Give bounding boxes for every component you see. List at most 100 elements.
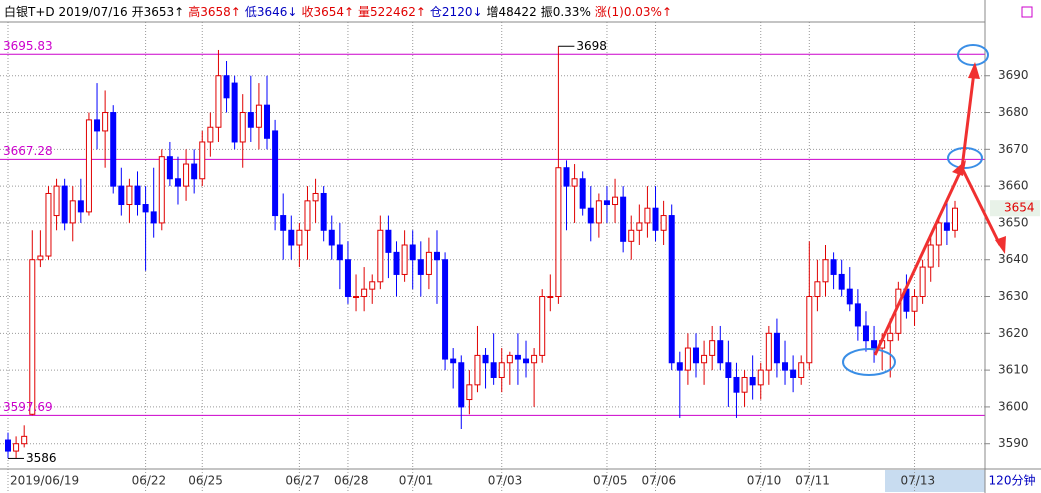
candle-body (118, 185, 125, 206)
candle-body (733, 376, 740, 393)
candle-body (272, 130, 279, 217)
x-tick-label: 06/22 (132, 474, 167, 488)
candle-body (21, 435, 28, 445)
candle-body (207, 126, 214, 143)
candle-body (563, 167, 570, 187)
info-item: 白银T+D 2019/07/16 (4, 4, 128, 19)
candle-body (943, 222, 950, 231)
candle-body (854, 303, 861, 327)
candle-body (498, 362, 505, 378)
candle-body (782, 362, 789, 371)
arrow (873, 167, 964, 356)
candle-body (45, 192, 52, 257)
candle-body (887, 332, 894, 342)
y-tick-label: 3690 (998, 68, 1029, 82)
candle-body (668, 215, 675, 364)
candle-body (393, 251, 400, 275)
candle-body (636, 222, 643, 231)
ellipse (957, 44, 989, 66)
candle-body (757, 369, 764, 386)
y-tick-label: 3670 (998, 142, 1029, 156)
candle-body (37, 255, 44, 261)
x-tick-label: 07/10 (747, 474, 782, 488)
x-tick-label: 06/28 (334, 474, 369, 488)
candle-body (409, 244, 416, 261)
candle-body (741, 376, 748, 393)
candle-body (320, 192, 327, 231)
candle-body (126, 185, 133, 206)
candle-body (223, 75, 230, 99)
corner-icon (1021, 6, 1033, 18)
arrow (960, 71, 976, 169)
candle-body (514, 354, 521, 360)
candle-body (361, 288, 368, 298)
candle-body (53, 185, 60, 217)
candle-body (417, 259, 424, 275)
candle-body (13, 443, 20, 452)
candle-body (684, 347, 691, 371)
candle-body (102, 112, 109, 132)
y-tick-label: 3610 (998, 363, 1029, 377)
candle-body (85, 119, 92, 213)
ellipse (842, 348, 896, 376)
candle-body (628, 229, 635, 242)
candle-body (765, 332, 772, 371)
candle-body (312, 192, 319, 202)
candle-body (482, 354, 489, 364)
candle-body (790, 369, 797, 378)
candle-body (304, 200, 311, 231)
candle-body (523, 358, 530, 364)
candle-body (183, 163, 190, 187)
info-item: 涨(1)0.03%↑ (595, 4, 672, 19)
last-price-box (990, 200, 1040, 217)
candle-body (814, 281, 821, 298)
candle-body (506, 354, 513, 364)
candle-body (255, 104, 262, 128)
candle-body (717, 340, 724, 364)
candle-body (919, 266, 926, 298)
y-tick-label: 3650 (998, 215, 1029, 229)
candle-body (830, 259, 837, 275)
info-item: 量522462↑ (358, 5, 426, 19)
candle-body (474, 354, 481, 386)
candle-body (191, 163, 198, 180)
candle-body (587, 207, 594, 224)
x-tick-label: 07/13 (901, 474, 936, 488)
candle-body (231, 82, 238, 143)
candle-body (401, 244, 408, 275)
info-item: 增48422 (487, 5, 537, 19)
candle-body (911, 296, 918, 312)
period-label[interactable]: 120分钟 (989, 473, 1036, 488)
candle-body (822, 259, 829, 283)
candle-body (442, 259, 449, 360)
y-tick-label: 3660 (998, 179, 1029, 193)
candle-body (385, 229, 392, 253)
candle-body (5, 439, 11, 452)
candle-body (280, 215, 287, 231)
arrow (960, 167, 1002, 246)
candle-body (61, 185, 68, 224)
candle-body (871, 340, 878, 349)
x-tick-label: 07/05 (593, 474, 628, 488)
candle-body (150, 211, 157, 224)
y-tick-label: 3600 (998, 399, 1029, 413)
candle-body (458, 362, 465, 408)
candle-body (29, 259, 36, 415)
candle-body (425, 251, 432, 275)
candle-body (676, 362, 683, 371)
info-item: 收3654↑ (301, 5, 354, 19)
info-item: 高3658↑ (188, 4, 241, 19)
range-highlight (885, 470, 985, 492)
info-item: 振0.33% (541, 5, 591, 19)
candle-body (692, 347, 699, 364)
candle-body (77, 200, 84, 213)
x-tick-label: 07/01 (399, 474, 434, 488)
x-tick-label: 06/27 (285, 474, 320, 488)
candle-body (288, 229, 295, 246)
candle-body (239, 112, 246, 143)
candle-body (579, 178, 586, 209)
candle-body (247, 112, 254, 128)
candle-body (603, 200, 610, 206)
candle-body (134, 185, 141, 206)
